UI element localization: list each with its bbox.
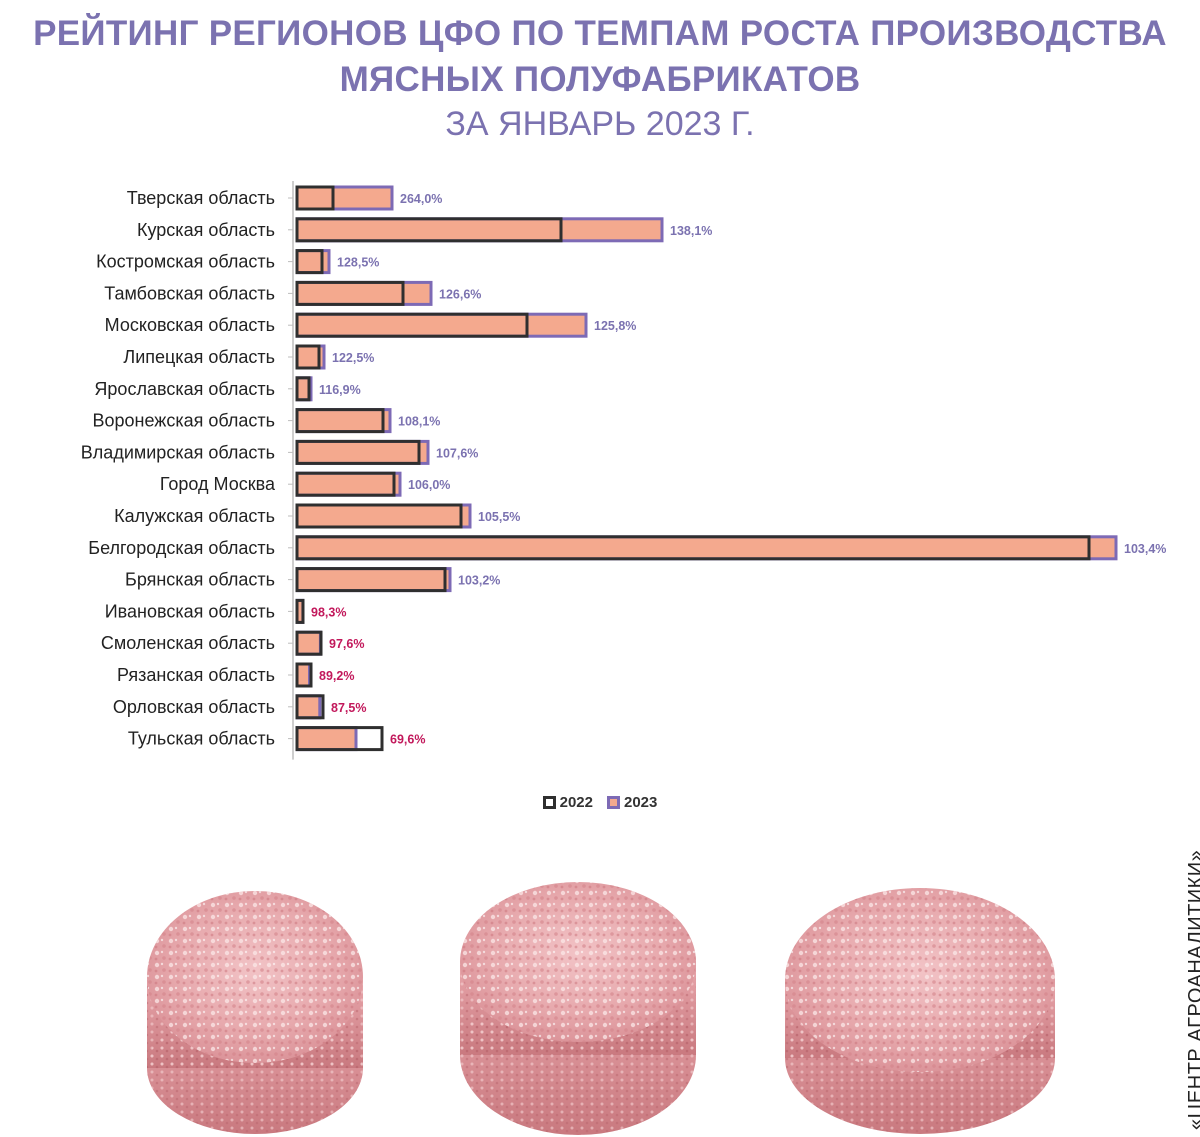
bar-2022 — [295, 726, 384, 752]
data-label: 87,5% — [331, 701, 366, 715]
patty-3 — [785, 888, 1055, 1134]
bar-2023 — [295, 439, 430, 465]
meat-patties-image — [147, 882, 1055, 1135]
chart-title-line-2: МЯСНЫХ ПОЛУФАБРИКАТОВ — [339, 60, 861, 99]
data-label: 128,5% — [337, 256, 379, 270]
data-label: 116,9% — [319, 383, 361, 397]
bar-2023 — [295, 471, 402, 497]
bar-2023 — [295, 726, 358, 752]
category-label: Белгородская область — [88, 538, 275, 558]
legend-label-2023: 2023 — [624, 794, 658, 811]
bar-2023 — [295, 185, 394, 211]
category-label: Брянская область — [125, 570, 275, 590]
bar-2023 — [295, 503, 472, 529]
data-label: 103,2% — [458, 574, 500, 588]
bar-2023 — [295, 249, 331, 275]
source-caption: «ЦЕНТР АГРОАНАЛИТИКИ» — [1185, 849, 1200, 1130]
data-label: 97,6% — [329, 637, 364, 651]
category-label: Ивановская область — [105, 601, 275, 621]
bar-2022 — [295, 408, 385, 434]
data-label: 105,5% — [478, 510, 520, 524]
category-label: Калужская область — [114, 506, 275, 526]
bar-2023 — [295, 312, 588, 338]
patty-2 — [460, 882, 696, 1135]
bar-2023 — [295, 217, 664, 243]
data-label: 122,5% — [332, 351, 374, 365]
bar-2023 — [295, 280, 433, 306]
data-label: 108,1% — [398, 415, 440, 429]
category-label: Липецкая область — [123, 347, 275, 367]
bar-2022 — [295, 376, 311, 402]
legend-swatch-2023 — [607, 796, 620, 809]
bar-2022 — [295, 535, 1091, 561]
data-label: 98,3% — [311, 605, 346, 619]
chart-title-line-1: РЕЙТИНГ РЕГИОНОВ ЦФО ПО ТЕМПАМ РОСТА ПРО… — [33, 14, 1167, 53]
chart-subtitle: ЗА ЯНВАРЬ 2023 Г. — [445, 105, 755, 143]
data-label: 107,6% — [436, 446, 478, 460]
category-label: Город Москва — [160, 474, 276, 494]
data-label: 106,0% — [408, 478, 450, 492]
bar-2022 — [295, 280, 405, 306]
bar-2022 — [295, 662, 313, 688]
category-label: Смоленская область — [101, 633, 275, 653]
chart-legend: 2022 2023 — [0, 794, 1200, 811]
legend-item-2022: 2022 — [542, 794, 593, 811]
data-label: 89,2% — [319, 669, 354, 683]
bar-2022 — [295, 344, 321, 370]
bar-2023 — [295, 535, 1118, 561]
category-label: Рязанская область — [117, 665, 275, 685]
bar-2023 — [295, 408, 392, 434]
legend-swatch-2022 — [542, 796, 556, 809]
bar-2022 — [295, 503, 463, 529]
bar-2022 — [295, 630, 323, 656]
bar-2022 — [295, 567, 447, 593]
data-label: 69,6% — [390, 733, 425, 747]
data-label: 126,6% — [439, 287, 481, 301]
category-label: Тамбовская область — [104, 283, 275, 303]
legend-label-2022: 2022 — [559, 794, 593, 811]
bar-2022 — [295, 185, 335, 211]
data-label: 138,1% — [670, 224, 712, 238]
bar-2022 — [295, 439, 421, 465]
bar-2022 — [295, 312, 529, 338]
category-label: Орловская область — [113, 697, 275, 717]
patty-1 — [147, 891, 363, 1134]
data-label: 125,8% — [594, 319, 636, 333]
category-label: Ярославская область — [94, 379, 275, 399]
category-label: Воронежская область — [92, 411, 275, 431]
bar-2023 — [295, 694, 322, 720]
bar-2022 — [295, 249, 324, 275]
bar-2022 — [295, 598, 305, 624]
category-label: Тверская область — [127, 188, 275, 208]
category-label: Московская область — [105, 315, 275, 335]
data-label: 103,4% — [1124, 542, 1166, 556]
bar-2023 — [295, 567, 452, 593]
bar-2022 — [295, 471, 396, 497]
category-label: Курская область — [137, 220, 275, 240]
bar-chart: Тверская область 264,0% Курская область 138… — [81, 181, 1166, 760]
category-label: Костромская область — [96, 252, 275, 272]
bar-2022 — [295, 694, 325, 720]
bar-2023 — [295, 662, 311, 688]
bar-2023 — [295, 630, 322, 656]
category-label: Владимирская область — [81, 442, 275, 462]
data-label: 264,0% — [400, 192, 442, 206]
bar-2022 — [295, 217, 563, 243]
legend-item-2023: 2023 — [607, 794, 657, 811]
category-label: Тульская область — [128, 729, 275, 749]
